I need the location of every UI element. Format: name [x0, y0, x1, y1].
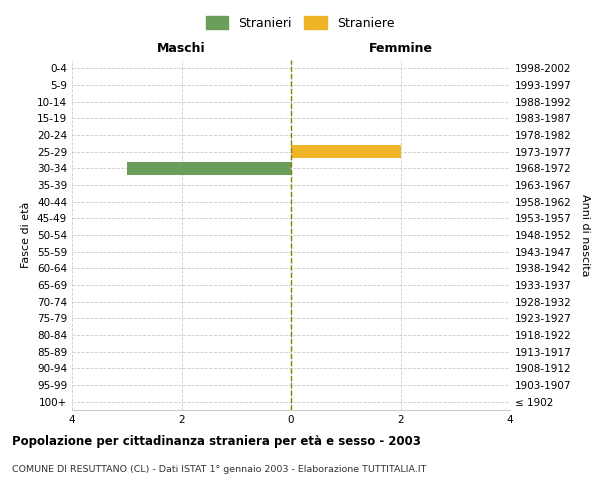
Text: Popolazione per cittadinanza straniera per età e sesso - 2003: Popolazione per cittadinanza straniera p… [12, 435, 421, 448]
Legend: Stranieri, Straniere: Stranieri, Straniere [201, 11, 399, 35]
Text: Femmine: Femmine [368, 42, 433, 55]
Text: COMUNE DI RESUTTANO (CL) - Dati ISTAT 1° gennaio 2003 - Elaborazione TUTTITALIA.: COMUNE DI RESUTTANO (CL) - Dati ISTAT 1°… [12, 465, 427, 474]
Bar [127, 162, 291, 174]
Bar [291, 146, 401, 158]
Y-axis label: Fasce di età: Fasce di età [22, 202, 31, 268]
Text: Maschi: Maschi [157, 42, 206, 55]
Y-axis label: Anni di nascita: Anni di nascita [580, 194, 590, 276]
